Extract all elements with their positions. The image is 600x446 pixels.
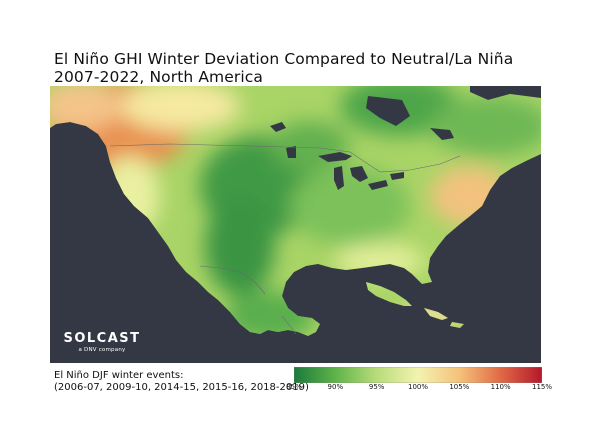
solcast-logo: SOLCAST a DNV company: [62, 331, 142, 353]
events-note: El Niño DJF winter events: (2006-07, 200…: [54, 370, 309, 394]
colorbar-tick-label: 90%: [327, 383, 344, 391]
colorbar-tick-label: 85%: [286, 383, 302, 391]
colorbar-tick-label: 115%: [531, 383, 553, 391]
land-deviation-field: [50, 86, 541, 336]
colorbar-ticks: 85% 90% 95% 100% 105% 110% 115%: [286, 383, 553, 395]
colorbar-tick-label: 105%: [449, 383, 470, 391]
political-borders: [109, 143, 461, 335]
colorbar: [294, 367, 542, 383]
colorbar-tick-label: 110%: [490, 383, 511, 391]
great-lakes: [270, 96, 454, 190]
events-note-line2: (2006-07, 2009-10, 2014-15, 2015-16, 201…: [54, 382, 309, 393]
colorbar-rect: [294, 367, 542, 383]
map-title-line2: 2007-2022, North America: [54, 68, 263, 86]
map-title: El Niño GHI Winter Deviation Compared to…: [54, 50, 513, 86]
deviation-map: [50, 86, 541, 363]
colorbar-tick-label: 100%: [407, 383, 429, 391]
events-note-line1: El Niño DJF winter events:: [54, 370, 184, 381]
colorbar-tick-label: 95%: [368, 383, 385, 391]
north-america-map: [50, 86, 541, 363]
map-title-line1: El Niño GHI Winter Deviation Compared to…: [54, 50, 514, 68]
logo-tagline: a DNV company: [78, 347, 126, 353]
logo-wordmark: SOLCAST: [63, 331, 141, 346]
